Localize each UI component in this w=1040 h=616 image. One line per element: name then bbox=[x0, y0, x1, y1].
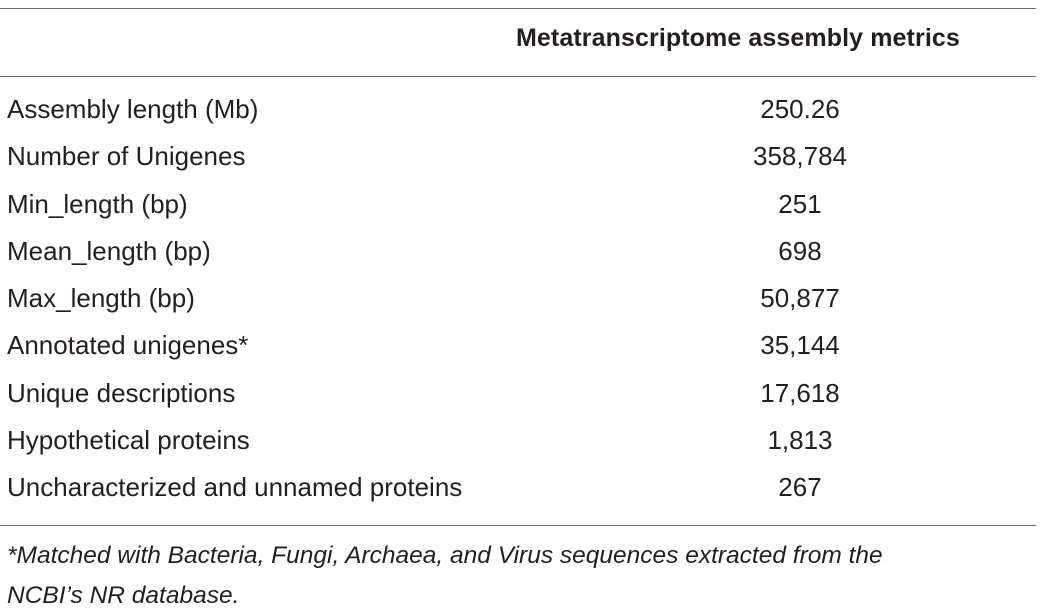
row-value: 50,877 bbox=[760, 283, 840, 314]
table-row: Number of Unigenes 358,784 bbox=[0, 131, 1036, 178]
row-label: Unique descriptions bbox=[7, 377, 236, 408]
table-row: Min_length (bp) 251 bbox=[0, 179, 1036, 226]
row-label: Max_length (bp) bbox=[7, 283, 195, 314]
table-row: Uncharacterized and unnamed proteins 267 bbox=[0, 462, 1036, 509]
row-label: Hypothetical proteins bbox=[7, 425, 250, 456]
bottom-rule bbox=[0, 525, 1036, 526]
row-value: 251 bbox=[778, 188, 822, 219]
row-label: Number of Unigenes bbox=[7, 141, 246, 172]
table-row: Hypothetical proteins 1,813 bbox=[0, 415, 1036, 462]
row-value: 358,784 bbox=[753, 141, 847, 172]
row-value: 698 bbox=[778, 235, 822, 266]
row-value: 35,144 bbox=[760, 330, 840, 361]
table-row: Annotated unigenes* 35,144 bbox=[0, 320, 1036, 367]
footnote-line: *Matched with Bacteria, Fungi, Archaea, … bbox=[7, 542, 883, 569]
top-rule bbox=[0, 8, 1036, 9]
row-value: 250.26 bbox=[760, 94, 840, 124]
table-footnote: *Matched with Bacteria, Fungi, Archaea, … bbox=[7, 536, 1037, 616]
row-label: Assembly length (Mb) bbox=[7, 94, 259, 124]
row-label: Min_length (bp) bbox=[7, 188, 188, 219]
row-value: 267 bbox=[778, 472, 822, 503]
row-value: 1,813 bbox=[767, 425, 833, 456]
table-body: Assembly length (Mb) 250.26 Number of Un… bbox=[0, 84, 1036, 510]
row-label: Mean_length (bp) bbox=[7, 235, 211, 266]
row-label: Uncharacterized and unnamed proteins bbox=[7, 472, 463, 503]
row-label: Annotated unigenes* bbox=[7, 330, 249, 361]
header-rule bbox=[0, 76, 1036, 77]
row-value: 17,618 bbox=[760, 377, 840, 408]
table-row: Mean_length (bp) 698 bbox=[0, 226, 1036, 273]
table-row: Assembly length (Mb) 250.26 bbox=[0, 84, 1036, 131]
table-row: Max_length (bp) 50,877 bbox=[0, 273, 1036, 320]
footnote-line: NCBI’s NR database. bbox=[7, 582, 240, 609]
table-row: Unique descriptions 17,618 bbox=[0, 368, 1036, 415]
column-header: Metatranscriptome assembly metrics bbox=[516, 24, 960, 52]
